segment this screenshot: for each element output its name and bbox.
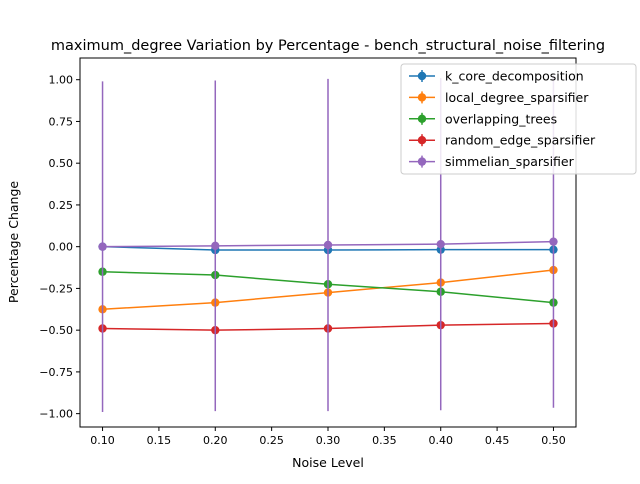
x-tick-label: 0.45 bbox=[485, 434, 510, 447]
y-tick-label: 0.50 bbox=[49, 157, 74, 170]
x-tick-label: 0.25 bbox=[259, 434, 284, 447]
legend-label: random_edge_sparsifier bbox=[445, 133, 596, 148]
y-tick-label: 0.75 bbox=[49, 115, 74, 128]
legend-entry: overlapping_trees bbox=[409, 111, 557, 126]
x-tick-label: 0.15 bbox=[147, 434, 172, 447]
y-tick-label: 1.00 bbox=[49, 74, 74, 87]
legend-entry: simmelian_sparsifier bbox=[409, 154, 575, 169]
data-point bbox=[436, 239, 445, 249]
legend-entry: random_edge_sparsifier bbox=[409, 133, 596, 148]
legend-label: overlapping_trees bbox=[445, 111, 557, 126]
data-point bbox=[549, 237, 558, 246]
y-tick-label: −0.75 bbox=[39, 366, 73, 379]
y-tick-label: −1.00 bbox=[39, 408, 73, 421]
y-axis: −1.00 −0.75 −0.50 −0.25 0.00 0.25 0.50 0.75 1.00 bbox=[39, 74, 80, 421]
data-point bbox=[323, 240, 333, 250]
x-tick-label: 0.35 bbox=[372, 434, 397, 447]
legend-swatch-marker bbox=[417, 71, 427, 81]
x-tick-label: 0.40 bbox=[428, 434, 453, 447]
legend-label: local_degree_sparsifier bbox=[445, 90, 589, 105]
legend-label: k_core_decomposition bbox=[445, 69, 584, 84]
x-tick-label: 0.10 bbox=[90, 434, 115, 447]
legend-swatch-marker bbox=[417, 93, 427, 102]
legend-swatch-marker bbox=[417, 157, 427, 166]
chart-title: maximum_degree Variation by Percentage -… bbox=[51, 38, 605, 54]
data-point bbox=[211, 241, 220, 251]
legend-box bbox=[400, 63, 637, 175]
y-axis-label: Percentage Change bbox=[6, 181, 21, 303]
y-tick-label: 0.25 bbox=[49, 199, 74, 212]
y-tick-label: 0.00 bbox=[49, 241, 74, 254]
x-axis: 0.10 0.15 0.20 0.25 0.30 0.35 0.40 0.45 0.50 bbox=[90, 427, 566, 447]
x-axis-label: Noise Level bbox=[292, 455, 364, 470]
legend-entry: k_core_decomposition bbox=[409, 69, 584, 84]
y-tick-label: −0.50 bbox=[39, 324, 73, 337]
data-point bbox=[98, 242, 107, 251]
x-tick-label: 0.30 bbox=[316, 434, 341, 447]
legend: k_core_decomposition local_degree_sparsif… bbox=[400, 63, 637, 175]
legend-swatch-marker bbox=[417, 136, 427, 145]
legend-label: simmelian_sparsifier bbox=[445, 154, 575, 169]
x-tick-label: 0.50 bbox=[541, 434, 566, 447]
x-tick-label: 0.20 bbox=[203, 434, 228, 447]
y-tick-label: −0.25 bbox=[39, 282, 73, 295]
legend-swatch-marker bbox=[417, 114, 427, 124]
legend-entry: local_degree_sparsifier bbox=[409, 90, 589, 105]
